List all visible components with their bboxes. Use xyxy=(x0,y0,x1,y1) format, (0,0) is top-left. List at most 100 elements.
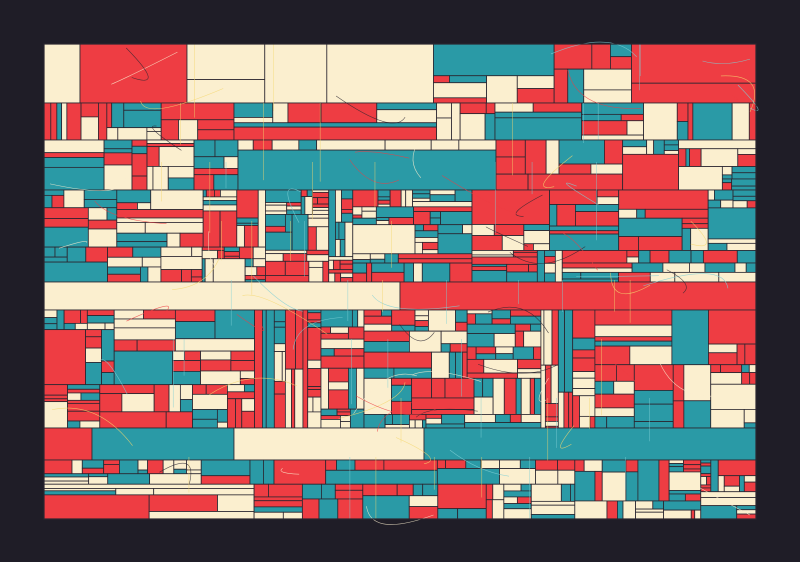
tile xyxy=(594,336,673,342)
tile xyxy=(510,309,542,317)
tile xyxy=(233,126,438,141)
tile xyxy=(723,485,740,493)
tile xyxy=(519,459,536,469)
tile xyxy=(710,459,719,493)
tile xyxy=(662,262,690,273)
tile xyxy=(409,414,427,421)
tile xyxy=(375,220,390,226)
tile xyxy=(146,166,154,191)
tile xyxy=(178,119,199,141)
tile xyxy=(527,173,624,191)
tile xyxy=(56,309,65,331)
tile xyxy=(337,498,364,520)
tile xyxy=(202,189,207,198)
tile xyxy=(80,392,101,401)
tile xyxy=(676,121,689,141)
tile xyxy=(253,506,303,513)
tile xyxy=(704,262,736,273)
tile xyxy=(272,102,289,124)
tile xyxy=(388,217,414,226)
tile xyxy=(590,163,624,175)
tile xyxy=(184,350,201,361)
tile xyxy=(618,236,639,251)
tile xyxy=(455,309,468,323)
tile xyxy=(106,127,119,141)
tile xyxy=(480,459,500,469)
tile xyxy=(689,262,706,273)
curve xyxy=(58,241,88,249)
tile xyxy=(683,468,702,473)
tile xyxy=(495,156,526,175)
tile xyxy=(43,218,89,228)
tile xyxy=(137,459,149,471)
tile xyxy=(43,309,58,319)
tile xyxy=(335,221,340,240)
curve xyxy=(371,294,460,310)
curve xyxy=(49,178,126,192)
tile xyxy=(63,189,85,209)
tile xyxy=(316,139,386,151)
tile xyxy=(99,411,167,429)
tile xyxy=(464,422,542,429)
tile xyxy=(475,313,493,325)
tile xyxy=(414,320,429,327)
tile xyxy=(86,322,106,331)
tile xyxy=(532,102,583,113)
tile xyxy=(516,88,555,104)
tile xyxy=(116,189,152,204)
tile xyxy=(707,189,715,201)
tile xyxy=(43,480,90,485)
tile xyxy=(618,189,709,210)
tile xyxy=(147,266,162,283)
tile xyxy=(320,415,341,420)
tile xyxy=(455,351,463,379)
tile xyxy=(320,367,329,410)
tile xyxy=(515,377,522,415)
tile xyxy=(471,265,508,271)
tile xyxy=(629,345,673,366)
tile xyxy=(320,355,365,369)
tile xyxy=(681,227,692,251)
tile xyxy=(101,360,115,373)
tile xyxy=(683,459,702,466)
tile xyxy=(116,202,138,210)
curve xyxy=(395,437,431,465)
tile xyxy=(613,380,635,395)
tile xyxy=(620,113,644,122)
tile xyxy=(708,309,757,345)
tile xyxy=(363,351,432,369)
tile xyxy=(464,414,496,423)
tile xyxy=(421,262,451,283)
tile xyxy=(668,493,686,502)
tile xyxy=(506,263,529,273)
tile xyxy=(583,459,603,472)
tile xyxy=(352,224,416,255)
tile xyxy=(107,256,143,268)
tile xyxy=(43,384,68,396)
tile xyxy=(700,459,712,464)
tile xyxy=(339,239,346,258)
tile xyxy=(560,483,571,502)
tile xyxy=(422,483,439,497)
tile xyxy=(414,419,423,429)
tile xyxy=(449,75,487,84)
tile xyxy=(449,343,468,353)
tile xyxy=(351,309,359,328)
curve xyxy=(643,273,729,289)
tile xyxy=(635,508,665,513)
tile xyxy=(720,364,743,374)
tile xyxy=(744,343,757,366)
tile xyxy=(734,262,747,273)
tile xyxy=(43,473,90,478)
tile xyxy=(214,189,221,198)
tile xyxy=(663,139,679,146)
tile xyxy=(254,309,263,429)
tile xyxy=(67,388,101,394)
tile xyxy=(79,43,188,104)
tile xyxy=(50,102,58,141)
tile xyxy=(160,119,179,141)
curve xyxy=(538,378,549,402)
tile xyxy=(223,251,240,257)
tile xyxy=(430,139,460,151)
tile xyxy=(549,230,620,235)
